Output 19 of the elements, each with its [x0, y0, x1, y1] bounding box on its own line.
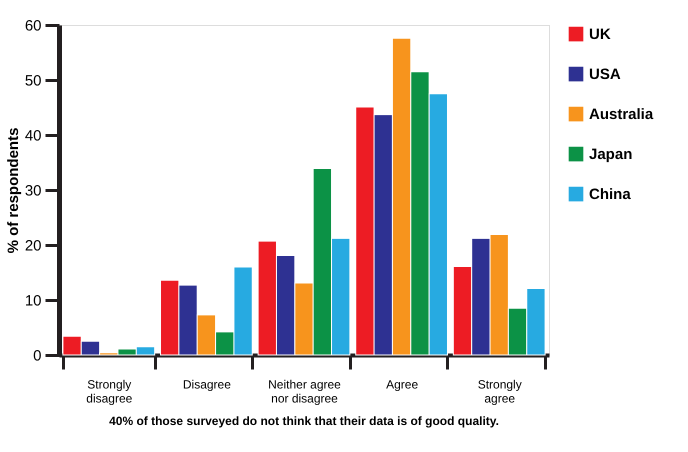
- legend-label: Australia: [589, 106, 654, 123]
- x-tick-label: Disagree: [182, 378, 232, 392]
- y-tick-label: 30: [24, 182, 42, 200]
- legend-label: USA: [589, 66, 621, 83]
- text: 40% of those surveyed do not think that their data is of good quality.: [109, 414, 499, 428]
- legend-label: China: [589, 186, 632, 203]
- y-tick-label: 60: [24, 18, 42, 34]
- legend-label: UK: [589, 26, 611, 43]
- y-axis-title: % of respondents: [4, 128, 22, 254]
- x-tick-label: Agree: [386, 378, 418, 392]
- x-tick-label: Strongly agree: [478, 378, 522, 406]
- legend-label: Japan: [589, 146, 632, 163]
- y-tick-label: 40: [24, 128, 42, 144]
- y-tick-label: 10: [24, 292, 42, 310]
- x-tick-label: Strongly disagree: [86, 378, 133, 406]
- y-tick-label: 0: [33, 348, 42, 364]
- y-tick-label: 50: [24, 72, 42, 90]
- x-tick-label: Neither agree nor disagree: [268, 378, 342, 406]
- y-tick-label: 20: [24, 238, 42, 254]
